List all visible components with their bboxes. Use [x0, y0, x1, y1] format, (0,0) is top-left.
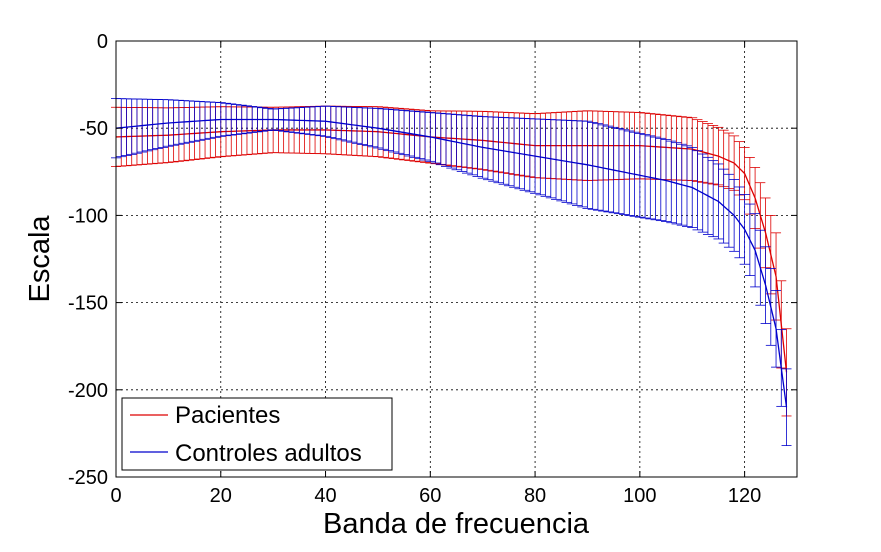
x-tick-label: 40	[314, 485, 336, 507]
plot-area-border	[115, 40, 798, 478]
x-tick-label: 80	[524, 485, 546, 507]
tick-labels: 0 20 40 60 80 100 120 0 -50 -100 -150 -200 -250	[68, 31, 761, 507]
series-1	[111, 98, 792, 447]
x-tick-label: 120	[728, 485, 761, 507]
legend-label-controles: Controles adultos	[175, 440, 362, 467]
legend-label-pacientes: Pacientes	[175, 402, 280, 429]
x-tick-label: 60	[419, 485, 441, 507]
y-tick-label: -250	[68, 467, 108, 489]
y-axis-label: Escala	[24, 215, 56, 303]
series-layer	[111, 98, 792, 447]
y-tick-label: -200	[68, 380, 108, 402]
axis-ticks	[115, 40, 797, 478]
y-tick-label: -150	[68, 293, 108, 315]
y-tick-label: -50	[79, 118, 108, 140]
legend: Pacientes Controles adultos	[121, 397, 393, 471]
series-line-1	[115, 118, 788, 408]
legend-box	[121, 397, 393, 471]
x-tick-label: 20	[210, 485, 232, 507]
x-tick-label: 0	[110, 485, 121, 507]
x-tick-label: 100	[623, 485, 656, 507]
x-axis-label: Banda de frecuencia	[323, 508, 590, 540]
y-tick-label: -100	[68, 205, 108, 227]
y-tick-label: 0	[97, 31, 108, 53]
